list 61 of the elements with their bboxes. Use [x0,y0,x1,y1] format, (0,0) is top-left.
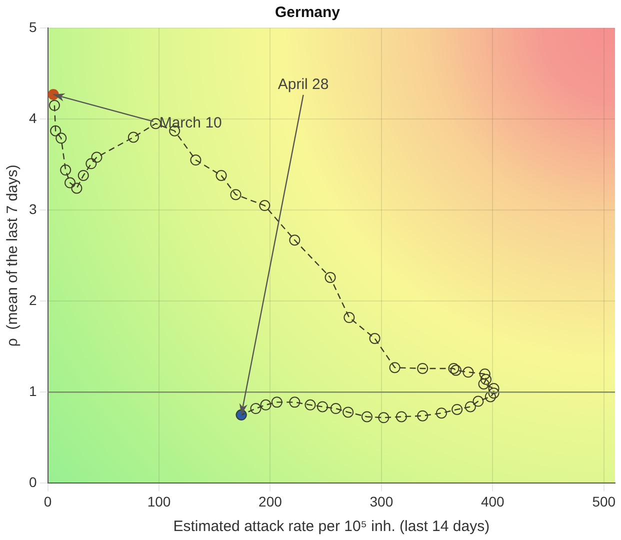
point [344,312,355,324]
point [452,404,463,415]
point [436,408,447,419]
point [260,399,272,410]
point [417,410,428,422]
point [480,374,492,385]
y-tick-label: 2 [28,292,37,308]
point [479,368,490,380]
point [128,132,139,143]
x-tick-label: 500 [592,493,616,510]
point [396,411,407,422]
point [91,152,102,163]
point [472,396,484,407]
x-tick-label: 0 [44,493,52,510]
point [289,234,300,246]
point [190,154,202,166]
point [250,403,262,414]
point [488,383,500,394]
chart-title: Germany [274,4,341,22]
point [271,396,282,408]
x-tick-label: 100 [147,493,171,510]
point [342,406,354,418]
point [60,164,72,176]
y-tick-label: 1 [28,383,37,400]
point [216,170,227,181]
point [86,158,97,170]
y-tick-label: 4 [28,110,37,126]
x-axis-title: Estimated attack rate per 10⁵ inh. (last 14 days) [173,518,490,536]
point [230,189,242,200]
annotation: March 10 [159,114,222,132]
y-tick-label: 3 [28,200,37,217]
y-tick-label: 5 [28,18,37,35]
point [361,411,372,422]
point [64,177,76,188]
x-tick-label: 300 [370,493,394,510]
point [324,272,336,283]
point [484,391,496,402]
y-axis-title: ρ (mean of the last 7 days) [4,164,22,347]
point [417,362,428,374]
y-tick-label: 0 [28,474,37,490]
x-tick-label: 400 [480,493,505,510]
point [150,118,162,130]
point [289,396,300,408]
point [389,362,400,374]
point [48,100,60,111]
point [464,401,476,412]
point [50,125,62,136]
point [56,132,67,144]
x-tick-label: 200 [258,493,282,510]
point [259,200,270,212]
point [78,170,89,181]
point [378,412,390,424]
point [316,401,328,412]
point [71,182,82,194]
point [304,399,316,410]
point [462,366,474,378]
annotation: April 28 [278,76,329,94]
point [488,388,500,399]
point [330,403,342,414]
point [478,378,490,390]
point [369,332,380,344]
